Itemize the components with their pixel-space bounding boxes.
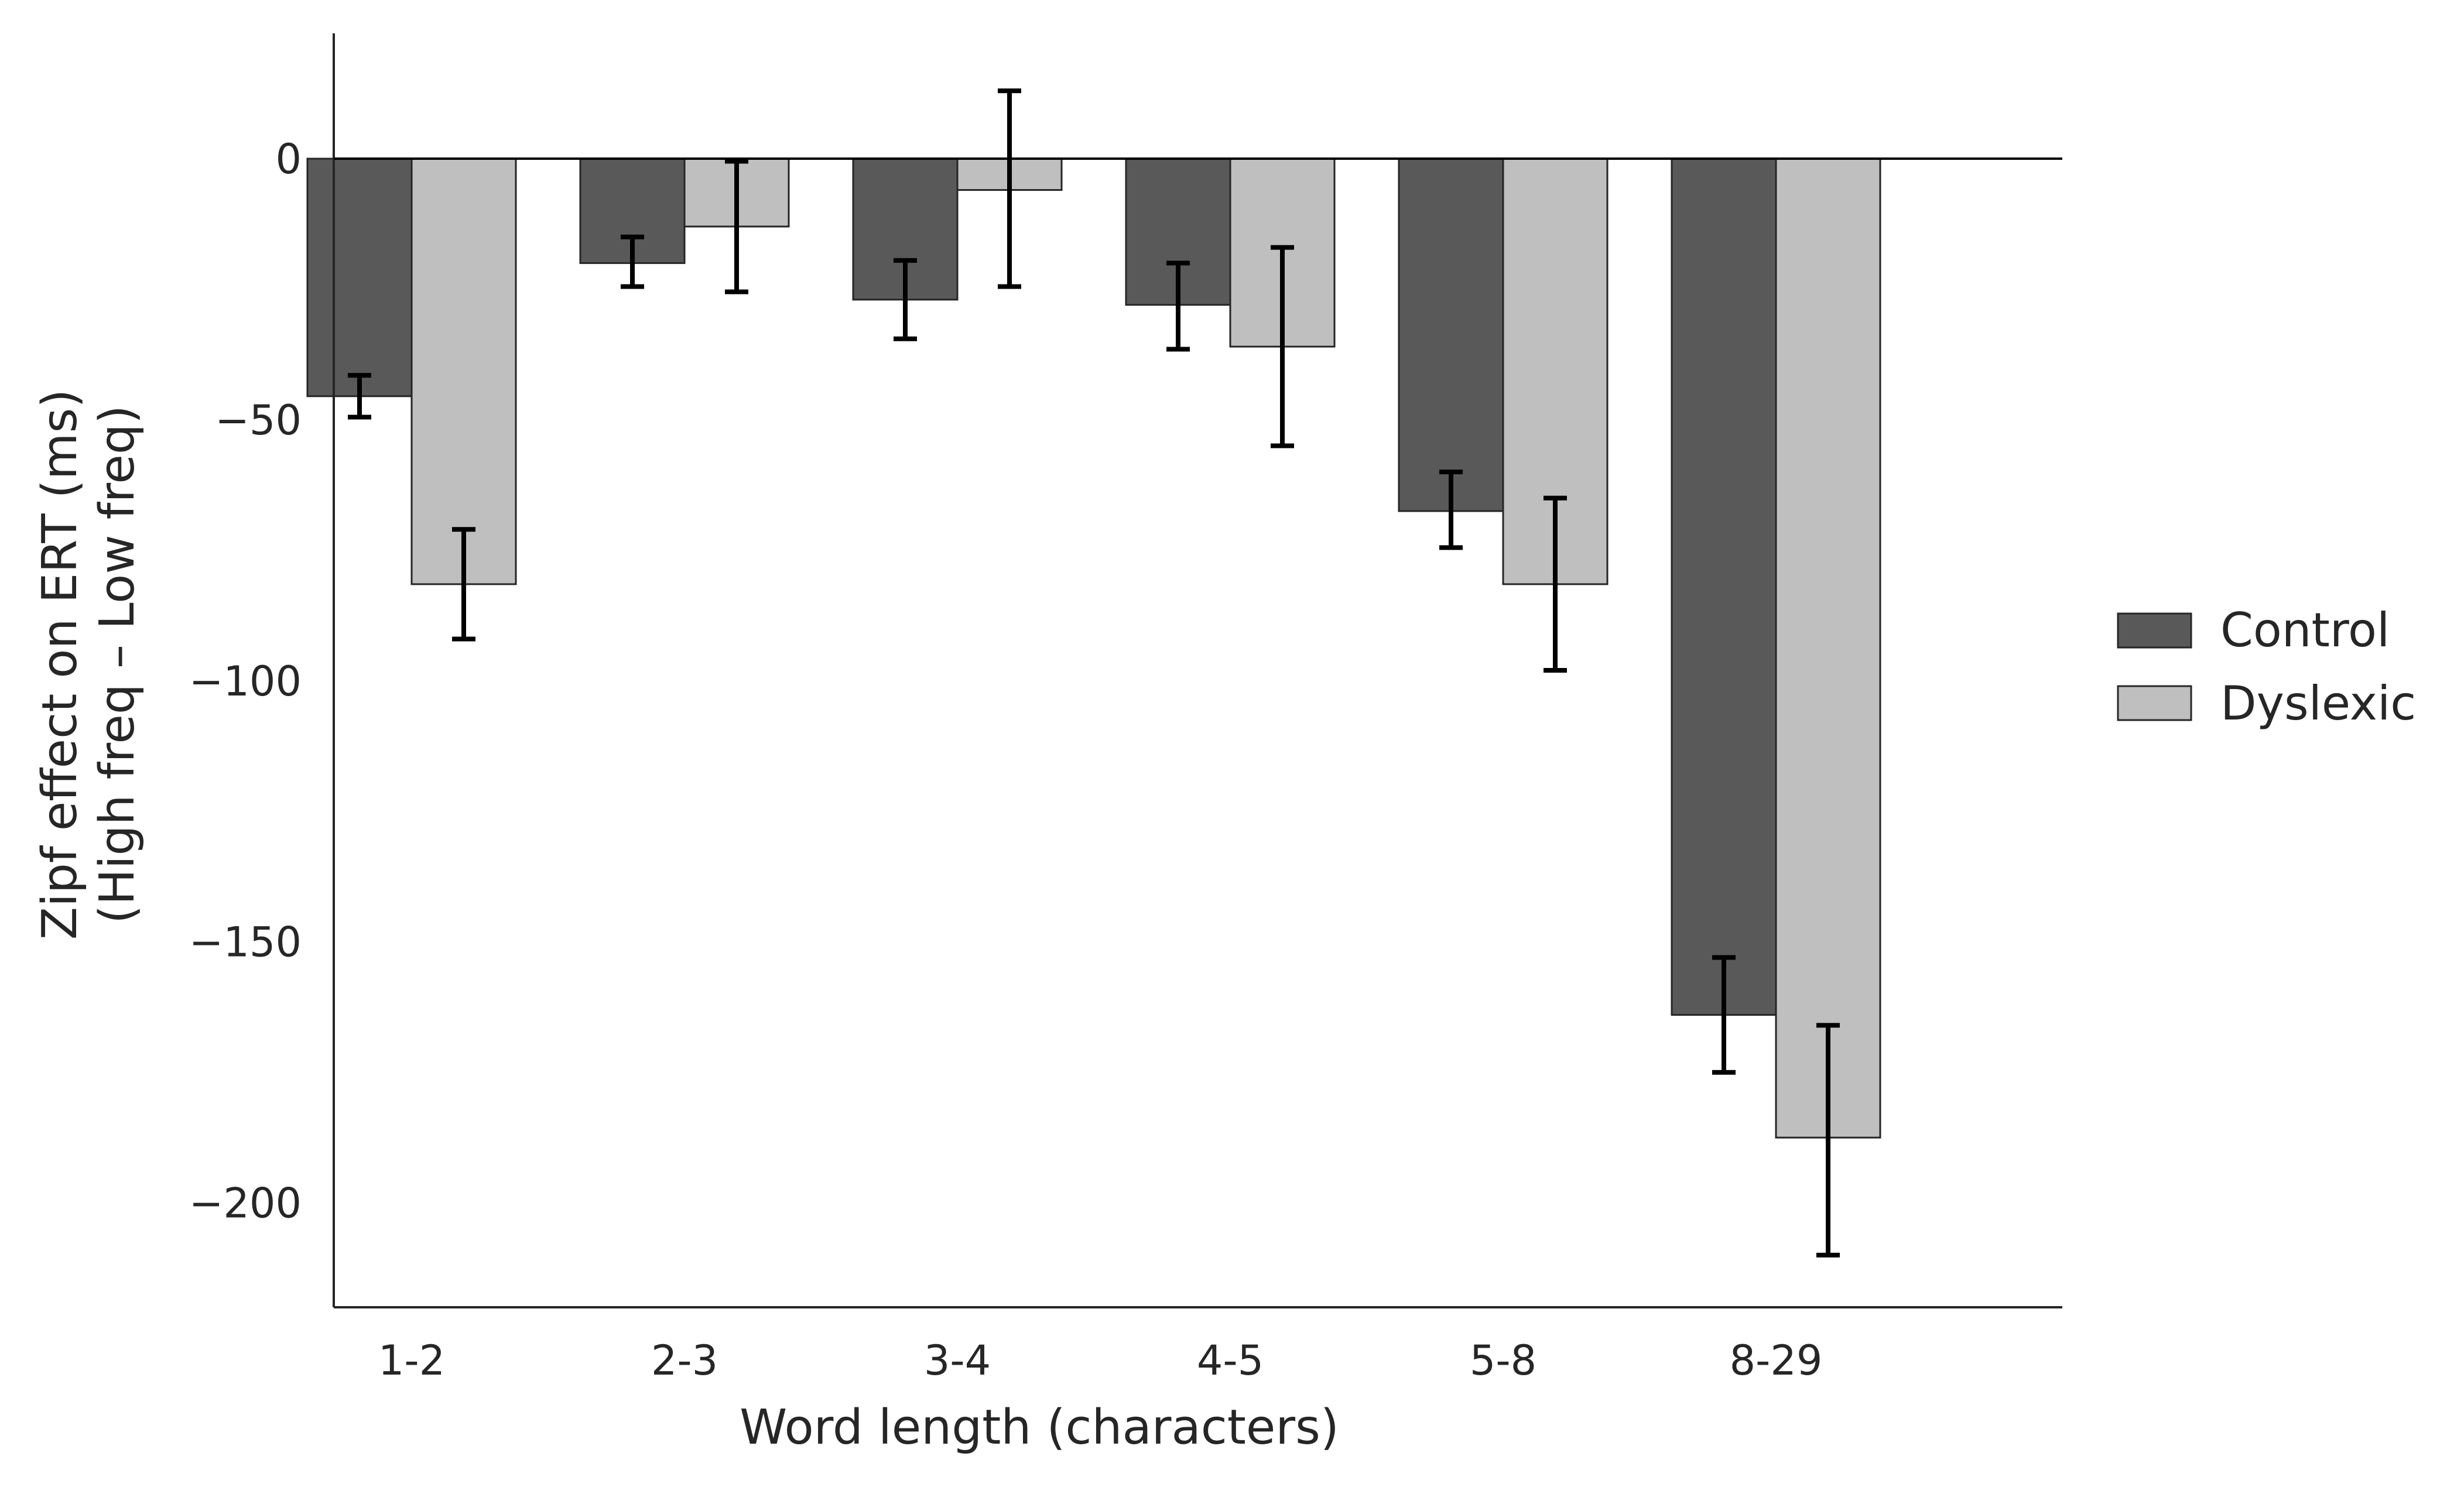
error-bar-dyslexic-2-3 (725, 159, 748, 294)
legend-swatch-control (2117, 612, 2192, 649)
legend: Control Dyslexic (2117, 603, 2416, 731)
error-bar-control-1-2 (348, 373, 371, 420)
x-tick-label: 2-3 (651, 1337, 718, 1385)
y-tick-label: 0 (275, 135, 302, 183)
y-tick-label: −100 (189, 657, 302, 705)
bars-layer (306, 157, 1881, 1139)
x-tick-label: 5-8 (1470, 1337, 1536, 1385)
y-tick-label: −50 (215, 396, 302, 444)
error-bars-layer (348, 88, 1840, 1258)
x-tick-label: 4-5 (1197, 1337, 1264, 1385)
x-tick-label: 1-2 (378, 1337, 445, 1385)
bar-control-5-8 (1398, 157, 1504, 512)
y-tick-label: −150 (189, 919, 302, 967)
ticks-layer: 0 −50 −100 −150 −200 1-2 2-3 3-4 4-5 5-8 8-29 (189, 135, 1823, 1385)
error-bar-dyslexic-4-5 (1271, 245, 1294, 448)
x-tick-label: 8-29 (1730, 1337, 1823, 1385)
bar-dyslexic-1-2 (410, 157, 517, 585)
bar-control-1-2 (306, 157, 413, 398)
y-axis-label-line2: (High freq – Low freq) (90, 405, 145, 924)
error-bar-dyslexic-5-8 (1544, 495, 1567, 673)
error-bar-dyslexic-3-4 (998, 88, 1021, 289)
bar-control-8-29 (1671, 157, 1777, 1016)
error-bar-control-5-8 (1439, 470, 1463, 550)
error-bar-control-3-4 (894, 258, 917, 341)
error-bar-control-8-29 (1712, 955, 1736, 1075)
error-bar-control-2-3 (621, 234, 644, 289)
y-axis-label: Zipf effect on ERT (ms) (32, 389, 88, 940)
error-bar-control-4-5 (1166, 261, 1190, 352)
legend-swatch-dyslexic (2117, 685, 2192, 721)
y-tick-label: −200 (189, 1180, 302, 1228)
legend-label-control: Control (2220, 603, 2390, 657)
error-bar-dyslexic-1-2 (452, 527, 475, 642)
error-bar-dyslexic-8-29 (1816, 1023, 1840, 1258)
axes-layer (333, 33, 2062, 1308)
x-tick-label: 3-4 (924, 1337, 991, 1385)
bar-dyslexic-8-29 (1775, 157, 1881, 1139)
x-axis-label: Word length (characters) (740, 1400, 1339, 1455)
legend-label-dyslexic: Dyslexic (2220, 676, 2416, 731)
